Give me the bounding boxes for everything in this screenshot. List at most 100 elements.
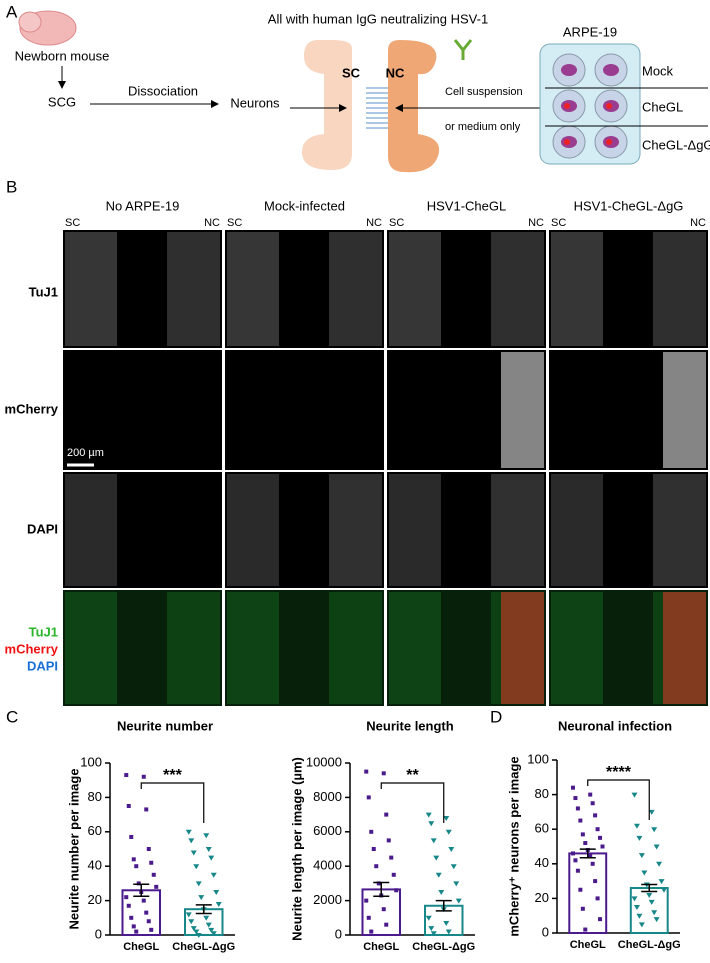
data-point	[381, 771, 386, 776]
data-point	[129, 915, 134, 920]
nc-region	[491, 474, 544, 586]
significance-bracket	[380, 782, 445, 823]
data-point	[146, 919, 151, 924]
data-point	[149, 860, 154, 865]
data-point	[595, 827, 600, 832]
y-axis-label: Neurite number per image	[66, 768, 81, 929]
data-point	[448, 847, 455, 852]
panel-label: A	[6, 2, 18, 21]
data-point	[193, 929, 200, 935]
data-point	[575, 806, 580, 811]
chart-title: Neurite number	[117, 718, 213, 733]
data-point	[588, 853, 593, 858]
nc-label: NC	[528, 217, 544, 229]
micrograph	[387, 230, 546, 348]
data-point	[590, 861, 595, 866]
data-point	[638, 922, 645, 928]
sc-label: SC	[65, 217, 80, 229]
row-label: TuJ1	[29, 624, 58, 639]
nc-region	[329, 474, 382, 586]
data-point	[205, 922, 212, 928]
wells	[552, 53, 628, 159]
data-point	[570, 851, 575, 856]
data-point	[366, 795, 371, 800]
data-point	[570, 785, 575, 790]
nc-region	[167, 592, 220, 704]
sc-region	[389, 592, 441, 704]
row-label: DAPI	[27, 658, 58, 673]
data-point	[188, 919, 195, 925]
sc-label: SC	[551, 217, 566, 229]
x-tick-label: CheGL-ΔgG	[618, 939, 681, 951]
sc-region	[65, 232, 117, 346]
data-point	[394, 888, 399, 893]
nc-region	[167, 232, 220, 346]
micrograph	[63, 472, 222, 588]
y-tick-label: 40	[88, 858, 102, 873]
sc-region	[65, 474, 117, 586]
sc-region	[227, 474, 279, 586]
sc-region	[389, 474, 441, 586]
significance: ****	[606, 764, 632, 781]
data-point	[653, 917, 660, 923]
data-point	[185, 829, 192, 835]
x-tick-label: CheGL	[570, 939, 606, 951]
data-point	[136, 881, 141, 886]
x-tick-label: CheGL	[363, 941, 399, 953]
y-tick-label: 20	[535, 890, 549, 905]
data-point	[369, 929, 374, 934]
data-point	[430, 931, 437, 937]
data-point	[371, 847, 376, 851]
y-tick-label: 80	[535, 786, 549, 801]
data-point	[656, 861, 663, 867]
panel-label: D	[490, 707, 502, 726]
row-label: DAPI	[27, 521, 58, 536]
data-point	[188, 838, 195, 844]
data-point	[208, 927, 215, 933]
data-point	[648, 899, 655, 905]
data-point	[124, 895, 129, 900]
micrograph	[225, 590, 384, 706]
scg-label: SCG	[48, 94, 76, 109]
data-point	[391, 872, 396, 877]
micrograph	[387, 472, 546, 588]
step-label: Dissociation	[128, 83, 198, 98]
data-point	[445, 829, 452, 835]
data-point	[364, 769, 369, 774]
data-point	[131, 924, 136, 929]
y-tick-label: 8000	[313, 789, 342, 804]
micrograph	[63, 350, 222, 470]
data-point	[438, 890, 445, 895]
data-point	[583, 841, 588, 846]
y-tick-label: 60	[88, 823, 102, 838]
data-point	[631, 792, 638, 798]
data-point	[195, 933, 202, 938]
data-point	[193, 864, 200, 870]
column-title: HSV1-CheGL-ΔgG	[574, 198, 684, 213]
y-tick-label: 80	[88, 789, 102, 804]
data-point	[578, 887, 583, 892]
data-point	[641, 870, 648, 876]
data-point	[131, 857, 136, 862]
data-point	[141, 774, 146, 779]
y-tick-label: 10000	[306, 754, 342, 769]
significance-bracket	[587, 779, 650, 820]
mcherry-region	[501, 592, 544, 704]
data-point	[126, 804, 131, 808]
data-point	[215, 902, 222, 908]
row-label: TuJ1	[29, 284, 58, 299]
y-axis-label: mCherry⁺ neurons per image	[506, 756, 521, 936]
data-point	[583, 927, 588, 932]
data-point	[129, 834, 134, 839]
y-tick-label: 0	[335, 926, 342, 941]
data-point	[203, 833, 210, 839]
data-point	[428, 926, 435, 932]
column-title: No ARPE-19	[106, 198, 180, 213]
micrograph	[225, 230, 384, 348]
nc-region	[653, 232, 706, 346]
data-point	[455, 898, 462, 904]
data-point	[366, 915, 371, 920]
data-point	[433, 855, 440, 861]
data-point	[450, 864, 457, 870]
data-point	[580, 906, 585, 911]
